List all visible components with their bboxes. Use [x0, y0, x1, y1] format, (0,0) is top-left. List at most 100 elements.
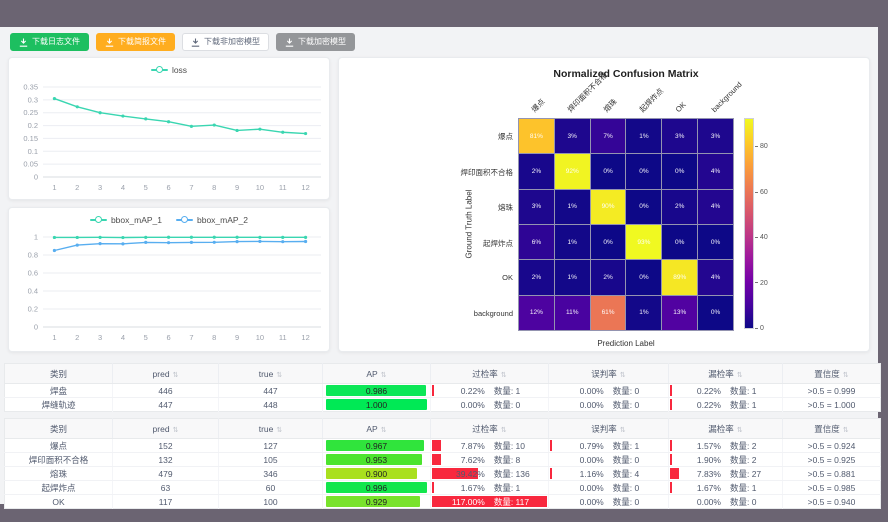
download-icon [285, 38, 294, 47]
rate-cell: 0.00% 数量: 0 [549, 453, 668, 466]
cm-row-label: OK [502, 273, 513, 282]
rate-cell: 7.83% 数量: 27 [669, 467, 782, 480]
header-label: pred [152, 423, 170, 434]
cell-pred: 132 [112, 452, 219, 467]
col-miss-rate[interactable]: 漏检率 ⇅ [668, 363, 783, 384]
confusion-matrix-title: Normalized Confusion Matrix [553, 68, 699, 80]
col-pred[interactable]: pred ⇅ [112, 418, 219, 439]
col-false-rate[interactable]: 误判率 ⇅ [548, 418, 669, 439]
cell-true: 60 [218, 480, 323, 495]
cell-true: 447 [218, 383, 323, 398]
svg-text:2: 2 [75, 333, 79, 342]
svg-text:5: 5 [144, 183, 148, 192]
rate-count: 数量: 0 [612, 385, 640, 396]
cm-cell-r2c3: 0% [626, 189, 662, 224]
sort-icon[interactable]: ⇅ [736, 426, 743, 434]
cell-pred: 447 [112, 397, 219, 412]
col-confidence[interactable]: 置信度 ⇅ [782, 363, 881, 384]
col-ap[interactable]: AP ⇅ [322, 363, 431, 384]
download-encrypted-model-button[interactable]: 下载加密模型 [276, 33, 355, 51]
sort-icon[interactable]: ⇅ [276, 371, 283, 379]
cm-cell-r0c0: 81% [519, 119, 554, 154]
rate-value: 7.87% [460, 440, 485, 451]
rate-cell: 0.00% 数量: 0 [669, 495, 782, 508]
sort-icon[interactable]: ⇅ [842, 371, 849, 379]
rate-cell: 39.42% 数量: 136 [431, 467, 548, 480]
sort-icon[interactable]: ⇅ [619, 426, 626, 434]
sort-icon[interactable]: ⇅ [172, 371, 179, 379]
cell-confidence: >0.5 = 0.940 [807, 496, 856, 507]
ap-bar [326, 468, 417, 479]
header-label: 漏检率 [708, 423, 734, 434]
col-over-rate[interactable]: 过检率 ⇅ [430, 363, 549, 384]
cm-cell-r5c4: 13% [662, 295, 698, 330]
download-unencrypted-model-button[interactable]: 下载非加密模型 [182, 33, 269, 51]
button-label: 下载加密模型 [298, 37, 346, 46]
col-false-rate[interactable]: 误判率 ⇅ [548, 363, 669, 384]
svg-text:0.05: 0.05 [23, 160, 38, 169]
rate-cell: 1.67% 数量: 1 [431, 481, 548, 494]
legend-item-loss[interactable]: loss [150, 65, 187, 75]
sort-icon[interactable]: ⇅ [276, 426, 283, 434]
rate-count: 数量: 4 [612, 468, 640, 479]
legend-item-bbox_mAP_2[interactable]: bbox_mAP_2 [176, 215, 248, 225]
cm-column-label: background [709, 79, 744, 114]
rate-value: 0.00% [696, 496, 721, 507]
col-pred[interactable]: pred ⇅ [112, 363, 219, 384]
rate-value: 1.57% [696, 440, 721, 451]
sort-icon[interactable]: ⇅ [380, 371, 387, 379]
rate-value: 0.79% [579, 440, 604, 451]
cell-miss-rate: 1.57% 数量: 2 [668, 438, 783, 453]
colorbar-tick: 80 [755, 143, 768, 151]
svg-text:12: 12 [301, 183, 309, 192]
ap-bar [326, 440, 424, 451]
cm-cell-r2c5: 4% [698, 189, 733, 224]
svg-text:0.8: 0.8 [28, 251, 38, 260]
col-true[interactable]: true ⇅ [218, 363, 323, 384]
cell-class: 焊盘 [4, 383, 113, 398]
svg-text:0.15: 0.15 [23, 134, 38, 143]
legend-item-bbox_mAP_1[interactable]: bbox_mAP_1 [89, 215, 162, 225]
download-report-button[interactable]: 下载简报文件 [96, 33, 175, 51]
col-ap[interactable]: AP ⇅ [322, 418, 431, 439]
sort-icon[interactable]: ⇅ [172, 426, 179, 434]
rate-value: 7.62% [460, 454, 485, 465]
col-true[interactable]: true ⇅ [218, 418, 323, 439]
rate-count: 数量: 2 [729, 440, 757, 451]
colorbar-tick: 60 [755, 189, 768, 197]
cell-true: 346 [218, 466, 323, 481]
cell-ap: 1.000 [322, 397, 431, 412]
cell-class: 起焊炸点 [4, 480, 113, 495]
button-label: 下载简报文件 [118, 37, 166, 46]
cell-mis-rate: 0.00% 数量: 0 [548, 383, 669, 398]
rate-count: 数量: 1 [493, 385, 521, 396]
cell-class: 焊印面积不合格 [4, 452, 113, 467]
rate-cell: 0.22% 数量: 1 [669, 398, 782, 411]
cm-cell-r2c2: 90% [590, 189, 626, 224]
cell-confidence: >0.5 = 0.999 [782, 383, 881, 398]
download-icon [191, 38, 200, 47]
legend-line-icon [89, 216, 107, 224]
download-icon [105, 38, 114, 47]
svg-text:7: 7 [189, 333, 193, 342]
cell-confidence: >0.5 = 0.881 [782, 466, 881, 481]
svg-text:0.4: 0.4 [28, 287, 38, 296]
header-label: pred [152, 368, 170, 379]
download-log-button[interactable]: 下载日志文件 [10, 33, 89, 51]
sort-icon[interactable]: ⇅ [500, 426, 507, 434]
sort-icon[interactable]: ⇅ [500, 371, 507, 379]
col-confidence[interactable]: 置信度 ⇅ [782, 418, 881, 439]
cell-class: 焊缝轨迹 [4, 397, 113, 412]
sort-icon[interactable]: ⇅ [842, 426, 849, 434]
map-chart: 00.20.40.60.811 2 3 4 5 6 7 8 9 10 11 12 [28, 233, 321, 342]
cm-cell-r4c1: 1% [554, 260, 590, 295]
col-miss-rate[interactable]: 漏检率 ⇅ [668, 418, 783, 439]
cell-ap: 0.967 [322, 438, 431, 453]
cell-over-rate: 117.00% 数量: 117 [430, 494, 549, 509]
col-over-rate[interactable]: 过检率 ⇅ [430, 418, 549, 439]
sort-icon[interactable]: ⇅ [380, 426, 387, 434]
sort-icon[interactable]: ⇅ [619, 371, 626, 379]
prediction-axis-label: Prediction Label [597, 339, 655, 348]
sort-icon[interactable]: ⇅ [736, 371, 743, 379]
cm-cell-r4c4: 89% [662, 260, 698, 295]
